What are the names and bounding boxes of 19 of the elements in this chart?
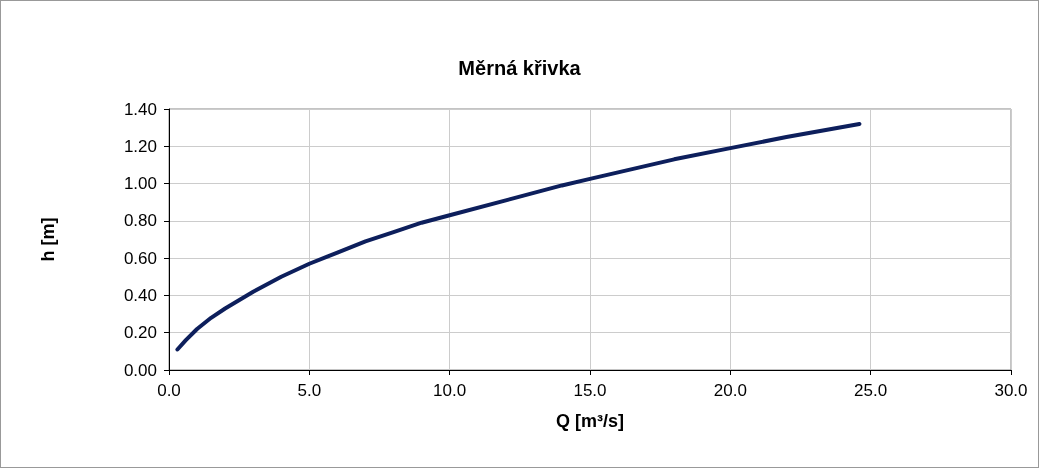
x-tick-label: 15.0 [573, 381, 607, 400]
chart-title: Měrná křivka [458, 57, 582, 79]
y-axis-title: h [m] [38, 217, 58, 262]
y-tick-label: 0.80 [123, 211, 157, 231]
x-tick-label: 5.0 [297, 381, 322, 400]
y-tick-label: 1.40 [123, 99, 157, 119]
x-tick-label: 0.0 [157, 381, 181, 400]
x-tick-label: 25.0 [854, 381, 888, 400]
x-tick-label: 30.0 [994, 381, 1028, 400]
y-tick-label: 0.00 [123, 360, 157, 380]
x-tick-label: 10.0 [433, 381, 467, 400]
x-axis-title: Q [m³/s] [555, 411, 625, 431]
y-tick-label: 0.20 [123, 323, 157, 343]
line-series [175, 121, 862, 352]
x-tick-label: 20.0 [713, 381, 747, 400]
y-tick-label: 1.00 [123, 174, 157, 194]
y-tick-label: 0.60 [123, 248, 157, 268]
y-tick-label: 0.40 [123, 285, 157, 305]
y-tick-label: 1.20 [123, 136, 157, 156]
